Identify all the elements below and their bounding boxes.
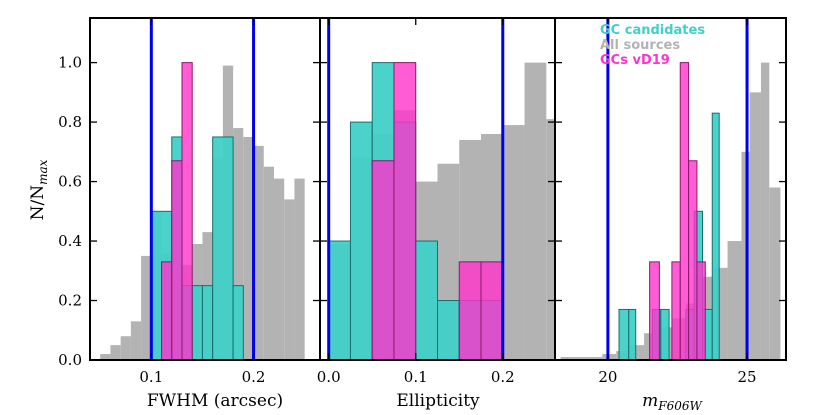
y-tick-label: 0.4 [58, 232, 82, 250]
bar-all-sources [524, 62, 547, 360]
bar-gc-candidates [212, 136, 234, 360]
bar-gc-candidates [328, 240, 351, 360]
x-tick-label: 25 [737, 368, 756, 386]
bar-gc-candidates [191, 285, 203, 360]
bar-all-sources [141, 255, 152, 360]
bar-all-sources [100, 354, 111, 360]
bar-all-sources [110, 345, 121, 360]
bar-all-sources [727, 241, 742, 360]
bar-all-sources [588, 357, 603, 360]
panel-ellipticity: 0.0 0.1 0.2 [317, 17, 556, 386]
bar-all-sources [243, 136, 254, 360]
x-tick-label: 0.0 [317, 368, 341, 386]
x-tick-label: 0.1 [404, 368, 428, 386]
bar-gc-candidates [349, 121, 373, 360]
bar-gc-candidates [415, 240, 439, 360]
bar-gc-candidates [232, 285, 244, 360]
bar-gcs-vd19 [458, 261, 482, 360]
y-tick-label: 0.0 [58, 351, 82, 369]
x-tick-label: 0.2 [491, 368, 515, 386]
bar-gcs-vd19 [696, 261, 706, 360]
panel-fwhm: 0.1 0.2 0.0 0.2 0.4 0.6 0.8 1.0 [58, 17, 321, 386]
bar-all-sources [560, 357, 575, 360]
legend-entry: GCs vD19 [600, 53, 670, 68]
y-tick-label: 1.0 [58, 54, 82, 72]
panel-bars [328, 62, 555, 360]
bar-gcs-vd19 [679, 62, 690, 360]
bar-gcs-vd19 [171, 160, 183, 360]
bar-gcs-vd19 [371, 160, 395, 360]
x-axis-label-fwhm: FWHM (arcsec) [147, 391, 283, 411]
bar-all-sources [760, 62, 770, 360]
bar-all-sources [263, 166, 274, 360]
bar-all-sources [294, 178, 305, 360]
bar-gcs-vd19 [161, 261, 173, 360]
panel-magnitude: 20 25 [554, 17, 787, 386]
bar-all-sources [130, 321, 142, 360]
panel-frame [554, 17, 787, 361]
bar-gcs-vd19 [181, 62, 193, 360]
y-tick-label: 0.6 [58, 173, 82, 191]
panel-bars [100, 62, 305, 360]
bar-all-sources [769, 187, 781, 360]
y-tick-label: 0.8 [58, 113, 82, 131]
x-tick-label: 0.2 [242, 368, 266, 386]
bar-gc-candidates [711, 112, 720, 360]
bar-gcs-vd19 [649, 261, 660, 360]
bar-all-sources [233, 128, 244, 360]
legend-entry: GC candidates [600, 23, 705, 38]
bar-all-sources [284, 199, 295, 360]
y-axis-label: N/Nmax [28, 159, 50, 220]
x-tick-label: 20 [598, 368, 617, 386]
bar-all-sources [120, 336, 131, 360]
bar-gcs-vd19 [688, 160, 698, 360]
x-tick-label: 0.1 [139, 368, 163, 386]
bar-gc-candidates [437, 300, 460, 360]
x-axis-label-ellipticity: Ellipticity [396, 391, 480, 411]
bar-gc-candidates [201, 285, 214, 360]
bar-all-sources [749, 92, 761, 360]
bar-gc-candidates [628, 308, 637, 360]
x-axis-label-magnitude: mF606W [642, 391, 703, 413]
bar-all-sources [574, 357, 589, 360]
bar-gcs-vd19 [480, 261, 504, 360]
bar-all-sources [253, 145, 264, 360]
y-tick-label: 0.2 [58, 292, 82, 310]
bar-gcs-vd19 [671, 261, 681, 360]
bar-gc-candidates [660, 308, 670, 360]
bar-all-sources [502, 125, 525, 360]
bar-all-sources [546, 119, 555, 360]
legend-entry: All sources [600, 38, 680, 53]
bar-gcs-vd19 [393, 62, 417, 360]
bar-gc-candidates [618, 308, 630, 360]
bar-all-sources [274, 178, 285, 360]
